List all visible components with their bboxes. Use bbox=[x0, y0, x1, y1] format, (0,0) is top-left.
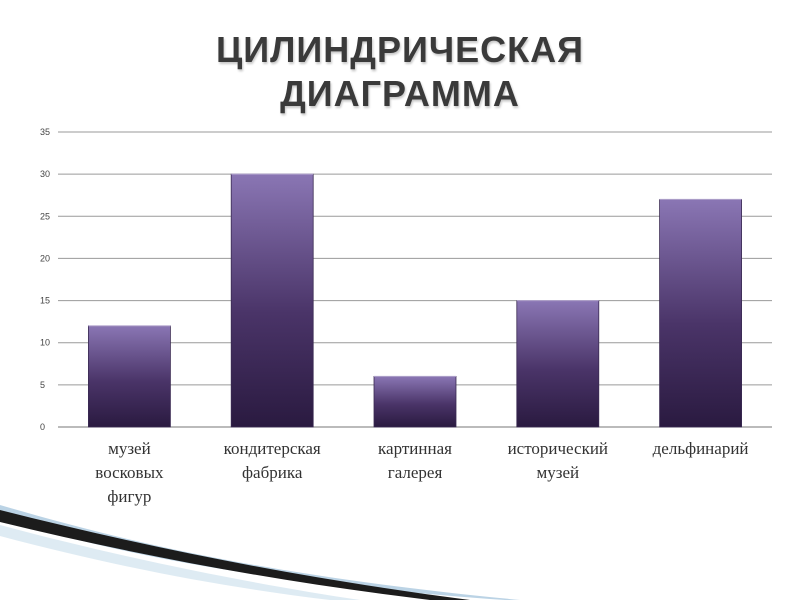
category-label: галерея bbox=[388, 463, 443, 482]
category-label: музей bbox=[536, 463, 579, 482]
category-label: фабрика bbox=[242, 463, 303, 482]
category-label: восковых bbox=[95, 463, 164, 482]
bar bbox=[230, 173, 314, 428]
y-tick-label: 0 bbox=[40, 422, 45, 432]
y-tick-label: 5 bbox=[40, 380, 45, 390]
category-label: картинная bbox=[378, 439, 452, 458]
y-tick-label: 30 bbox=[40, 169, 50, 179]
y-tick-label: 20 bbox=[40, 253, 50, 263]
category-label: исторический bbox=[508, 439, 608, 458]
y-tick-label: 15 bbox=[40, 296, 50, 306]
bar bbox=[516, 300, 600, 428]
slide-title: ЦИЛИНДРИЧЕСКАЯ ДИАГРАММА bbox=[0, 28, 800, 116]
y-tick-label: 10 bbox=[40, 338, 50, 348]
category-label: дельфинарий bbox=[653, 439, 749, 458]
category-label: фигур bbox=[107, 487, 151, 506]
title-line-1: ЦИЛИНДРИЧЕСКАЯ bbox=[216, 29, 584, 70]
y-tick-label: 35 bbox=[40, 127, 50, 137]
category-label: музей bbox=[108, 439, 151, 458]
title-line-2: ДИАГРАММА bbox=[280, 73, 520, 114]
bar bbox=[659, 199, 742, 428]
y-tick-label: 25 bbox=[40, 211, 50, 221]
bar bbox=[373, 376, 457, 428]
bar bbox=[88, 325, 171, 428]
category-label: кондитерская bbox=[224, 439, 321, 458]
